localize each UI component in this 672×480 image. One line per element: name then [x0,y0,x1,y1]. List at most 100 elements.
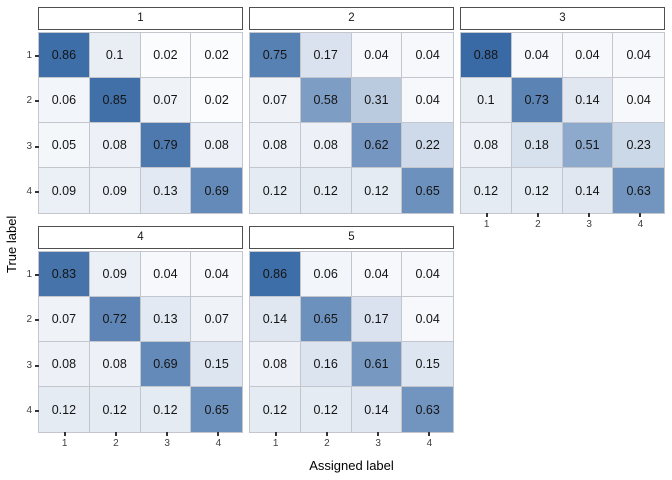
matrix-cell: 0.09 [39,168,90,213]
matrix-cell: 0.73 [511,78,563,123]
x-tick-label: 4 [426,438,433,449]
matrix-cell: 0.85 [89,78,141,123]
matrix-cell: 0.08 [461,123,512,168]
facet-panel-1: 1 0.86 0.1 0.02 0.02 0.06 0.85 0.07 0.02 0.05 0.08… [26,7,243,214]
matrix-cell: 0.12 [300,168,352,213]
x-tick-label: 3 [164,438,170,449]
matrix-cell: 0.04 [351,33,403,78]
x-tick-label: 2 [113,438,119,449]
matrix-cell: 0.04 [511,33,563,78]
matrix-cell: 0.14 [562,168,614,213]
matrix-cell: 0.69 [191,168,242,213]
matrix-cell: 0.86 [250,252,301,297]
matrix-cell: 0.69 [140,342,192,387]
matrix-cell: 0.15 [402,342,453,387]
matrix-cell: 0.22 [402,123,453,168]
x-tick-mark [217,432,220,436]
matrix-cell: 0.12 [250,168,301,213]
matrix-cell: 0.12 [300,387,352,432]
x-tick-mark [114,432,117,436]
matrix-cell: 0.18 [511,123,563,168]
facet-strip: 2 [249,7,454,30]
matrix-cell: 0.04 [402,297,453,342]
facet-strip-label: 3 [559,11,566,24]
facet-strip-label: 2 [348,11,355,24]
x-tick-mark [639,213,642,217]
matrix-cell: 0.16 [300,342,352,387]
matrix-cell: 0.12 [351,168,403,213]
facet-panel-4: 4 0.83 0.09 0.04 0.04 0.07 0.72 0.13 0.07 0.08 0.0… [26,226,243,449]
matrix-cell: 0.12 [461,168,512,213]
matrix-cell: 0.07 [140,78,192,123]
x-tick-mark [485,213,488,217]
matrix-cell: 0.63 [613,168,664,213]
matrix-cell: 0.02 [191,33,242,78]
x-tick-mark [274,432,277,436]
facet-strip: 1 [38,7,243,30]
matrix-cell: 0.07 [191,297,242,342]
y-axis-title: True label [4,215,19,273]
matrix-cell: 0.06 [39,78,90,123]
matrix-cell: 0.62 [351,123,403,168]
x-tick-label: 1 [483,219,490,230]
matrix-cell: 0.07 [250,78,301,123]
heatmap-matrix: 0.88 0.04 0.04 0.04 0.1 0.73 0.14 0.04 0.08 0.18 0… [460,32,665,230]
matrix-cell: 0.02 [191,78,242,123]
matrix-cell: 0.88 [461,33,512,78]
matrix-cell: 0.04 [191,252,242,297]
x-tick-label: 1 [272,438,279,449]
matrix-cell: 0.06 [300,252,352,297]
y-tick-mark [35,364,39,367]
x-tick-mark [377,432,380,436]
facet-grid: 1 0.86 0.1 0.02 0.02 0.06 0.85 0.07 0.02 0.05 0.08… [26,7,665,449]
y-tick-mark [35,54,39,57]
x-axis-title: Assigned label [309,458,394,473]
matrix-cell: 0.08 [89,342,141,387]
matrix-cell: 0.08 [250,342,301,387]
x-tick-label: 3 [375,438,381,449]
matrix-cell: 0.05 [39,123,90,168]
matrix-cell: 0.63 [402,387,453,432]
matrix-cell: 0.04 [613,33,664,78]
x-tick-mark [325,432,328,436]
matrix-cell: 0.07 [39,297,90,342]
matrix-cell: 0.75 [250,33,301,78]
facet-strip: 3 [460,7,665,30]
matrix-cell: 0.1 [461,78,512,123]
x-tick-mark [166,432,169,436]
y-tick-mark [35,191,39,194]
x-tick-label: 3 [586,219,592,230]
matrix-cell: 0.09 [89,168,141,213]
facet-panel-5: 5 0.86 0.06 0.04 0.04 0.14 0.65 0.17 0.04 0.08 0.1… [249,226,454,449]
matrix-cell: 0.58 [300,78,352,123]
matrix-cell: 0.23 [613,123,664,168]
matrix-cell: 0.12 [89,387,141,432]
heatmap-matrix: 0.75 0.17 0.04 0.04 0.07 0.58 0.31 0.04 0.08 0.08… [249,32,454,214]
x-tick-label: 2 [535,219,541,230]
matrix-cell: 0.08 [250,123,301,168]
heatmap-matrix: 0.86 0.1 0.02 0.02 0.06 0.85 0.07 0.02 0.05 0.08 0… [26,32,243,214]
matrix-cell: 0.13 [140,297,192,342]
y-tick-mark [35,319,39,322]
y-tick-mark [35,273,39,276]
matrix-cell: 0.83 [39,252,90,297]
matrix-cell: 0.61 [351,342,403,387]
x-tick-mark [588,213,591,217]
matrix-cell: 0.04 [402,33,453,78]
matrix-cell: 0.12 [39,387,90,432]
matrix-cell: 0.86 [39,33,90,78]
matrix-cell: 0.04 [140,252,192,297]
matrix-cell: 0.09 [89,252,141,297]
heatmap-matrix: 0.86 0.06 0.04 0.04 0.14 0.65 0.17 0.04 0.08 0.16… [249,251,454,449]
x-tick-label: 4 [637,219,644,230]
x-tick-label: 1 [61,438,68,449]
x-tick-mark [63,432,66,436]
matrix-cell: 0.08 [39,342,90,387]
matrix-cell: 0.04 [351,252,403,297]
x-tick-label: 4 [215,438,222,449]
matrix-cell: 0.17 [300,33,352,78]
matrix-cell: 0.08 [89,123,141,168]
matrix-cell: 0.12 [250,387,301,432]
x-tick-mark [536,213,539,217]
matrix-cell: 0.31 [351,78,403,123]
